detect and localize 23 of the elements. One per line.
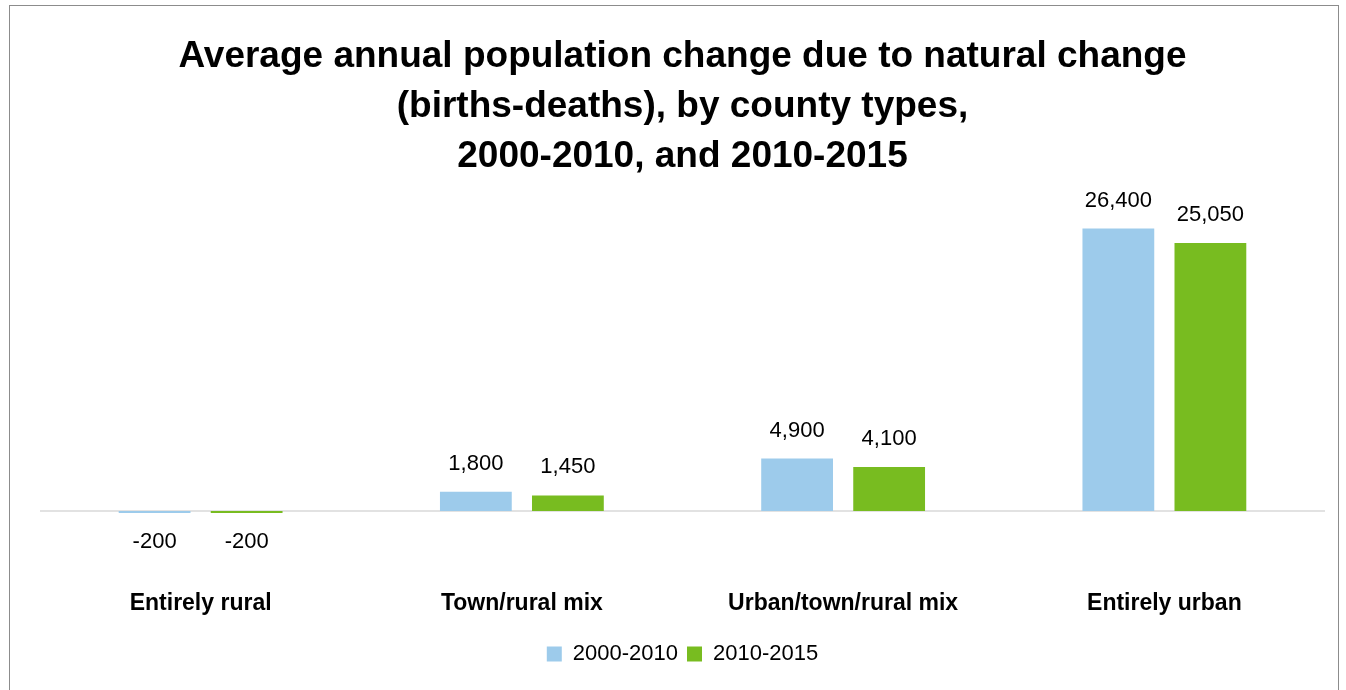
x-tick-label: Urban/town/rural mix bbox=[728, 588, 959, 615]
x-tick-label: Entirely rural bbox=[129, 588, 272, 615]
legend-label: 2010-2015 bbox=[713, 640, 819, 666]
bar bbox=[1082, 228, 1155, 511]
data-label: 4,900 bbox=[769, 416, 825, 442]
data-label: 1,450 bbox=[540, 453, 596, 479]
bar bbox=[439, 491, 512, 511]
legend-label: 2000-2010 bbox=[572, 640, 679, 666]
bar bbox=[210, 510, 283, 514]
bar bbox=[853, 467, 926, 511]
x-tick-label: Town/rural mix bbox=[440, 588, 604, 615]
bar bbox=[532, 495, 604, 511]
data-label: 1,800 bbox=[448, 449, 504, 475]
data-label: 25,050 bbox=[1176, 201, 1245, 227]
data-label: -200 bbox=[132, 528, 177, 554]
chart-title: Average annual population change due to natural change (births-deaths), by county types, 2000-2010, and 2010-2015 bbox=[178, 34, 1187, 176]
data-label: 4,100 bbox=[861, 425, 917, 451]
data-label: -200 bbox=[224, 528, 269, 554]
bar bbox=[1174, 242, 1247, 511]
bar bbox=[761, 458, 833, 511]
data-label: 26,400 bbox=[1084, 186, 1152, 212]
x-tick-label: Entirely urban bbox=[1087, 588, 1242, 615]
bar bbox=[118, 510, 191, 514]
